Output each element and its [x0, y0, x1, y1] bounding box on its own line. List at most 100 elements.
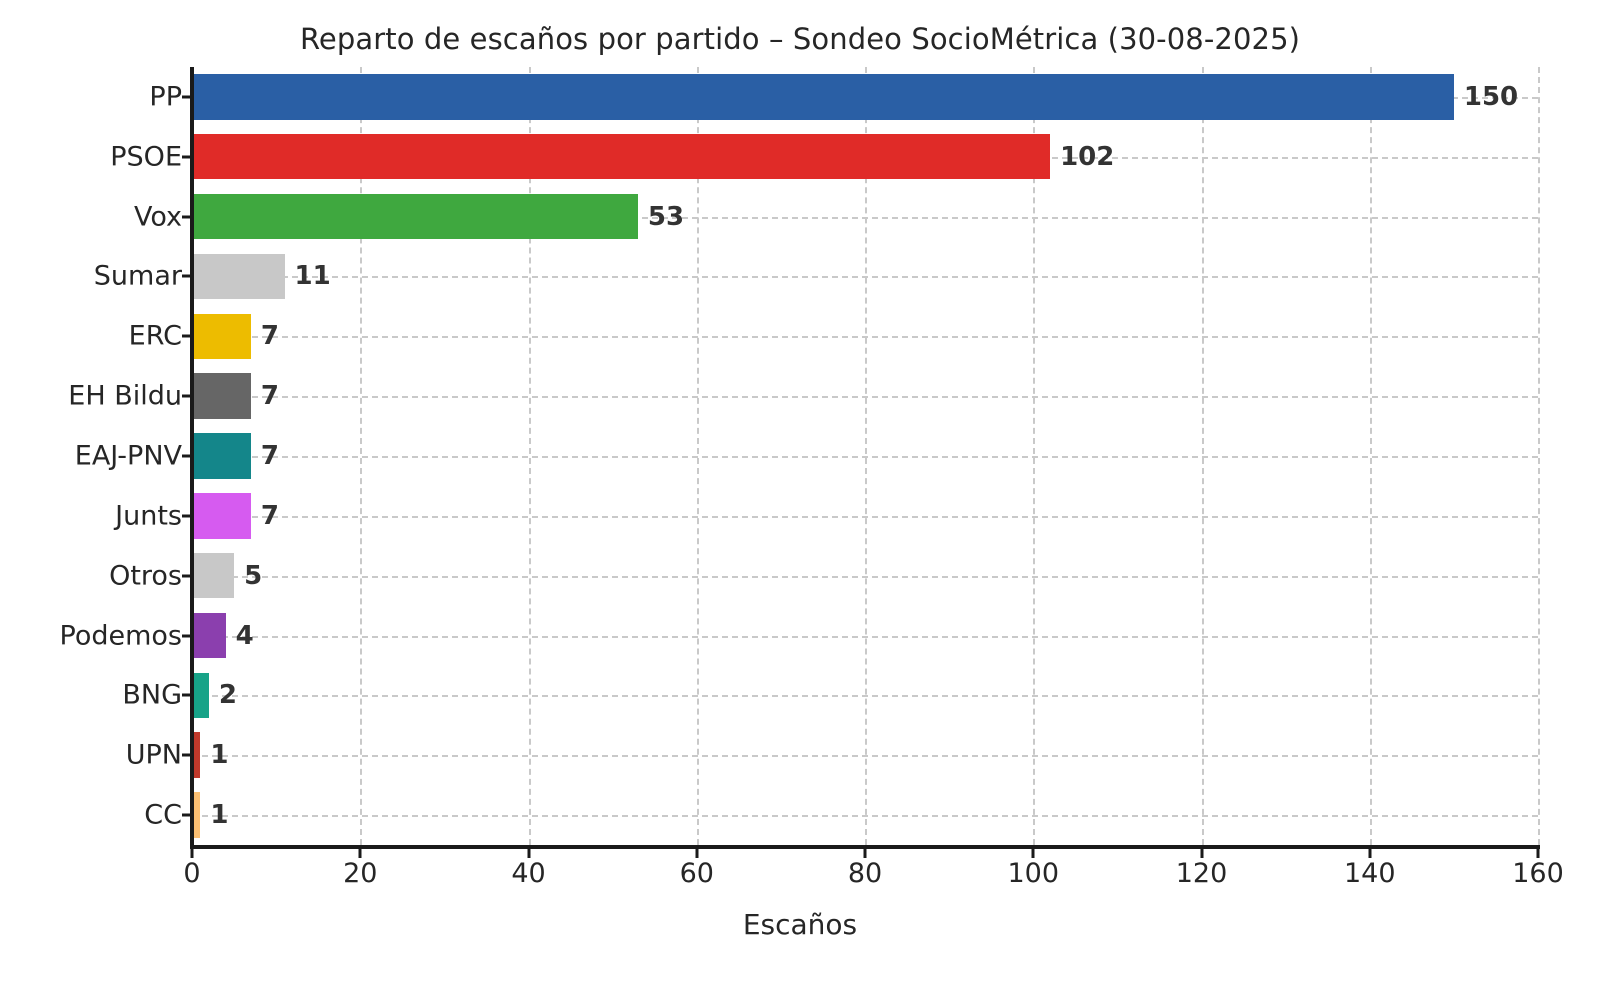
bar-eaj-pnv[interactable] — [192, 433, 251, 479]
x-tick-mark — [190, 849, 194, 858]
x-axis-label: Escaños — [742, 908, 858, 941]
y-tick-label-eaj-pnv: EAJ-PNV — [74, 440, 182, 472]
y-tick-label-cc: CC — [144, 799, 182, 831]
bar-row: 102 — [192, 134, 1538, 180]
y-tick-mark — [182, 514, 191, 518]
y-tick-label-podemos: Podemos — [59, 620, 182, 652]
bar-sumar[interactable] — [192, 253, 285, 300]
x-tick-label-20: 20 — [343, 858, 378, 889]
y-tick-label-upn: UPN — [125, 739, 182, 771]
bar-vox[interactable] — [192, 193, 638, 240]
y-tick-mark — [182, 155, 191, 159]
y-tick-label-sumar: Sumar — [93, 260, 182, 292]
gridline-vertical — [1538, 67, 1540, 845]
plot-area: 150 102 53 11 7 7 7 7 5 4 2 1 1 — [192, 67, 1540, 845]
x-tick-label-0: 0 — [183, 858, 201, 889]
y-tick-label-erc: ERC — [128, 320, 182, 352]
gridline-horizontal — [192, 635, 1538, 638]
x-tick-mark — [695, 849, 699, 858]
y-tick-label-otros: Otros — [109, 560, 182, 592]
x-tick-label-80: 80 — [847, 858, 883, 889]
bar-bng[interactable] — [192, 672, 209, 719]
x-tick-label-140: 140 — [1343, 858, 1396, 889]
bar-value-label: 7 — [260, 500, 279, 531]
gridline-horizontal — [192, 755, 1538, 758]
x-axis-spine — [190, 845, 1540, 849]
gridline-horizontal — [192, 815, 1538, 818]
y-tick-mark — [182, 215, 191, 219]
bar-value-label: 150 — [1463, 81, 1519, 112]
x-tick-label-100: 100 — [1007, 858, 1060, 889]
bar-value-label: 5 — [244, 560, 263, 591]
y-tick-mark — [182, 813, 191, 817]
gridline-horizontal — [192, 336, 1538, 339]
bar-podemos[interactable] — [192, 612, 226, 659]
bar-row: 1 — [192, 792, 1538, 838]
bar-row: 11 — [192, 253, 1538, 300]
x-tick-label-160: 160 — [1512, 858, 1564, 889]
bar-value-label: 11 — [294, 261, 331, 292]
bar-row: 7 — [192, 493, 1538, 539]
bar-row: 53 — [192, 193, 1538, 240]
gridline-horizontal — [192, 515, 1538, 518]
x-tick-mark — [1536, 849, 1540, 858]
bar-eh-bildu[interactable] — [192, 373, 251, 419]
y-tick-label-eh-bildu: EH Bildu — [68, 380, 182, 412]
y-tick-label-pp: PP — [149, 81, 182, 113]
bar-row: 150 — [192, 74, 1538, 120]
bar-erc[interactable] — [192, 313, 251, 360]
bar-value-label: 7 — [260, 381, 279, 412]
bar-upn[interactable] — [192, 732, 201, 778]
y-tick-label-vox: Vox — [133, 201, 182, 233]
bar-row: 5 — [192, 552, 1538, 599]
bar-psoe[interactable] — [192, 134, 1051, 180]
x-tick-mark — [527, 849, 530, 858]
y-tick-label-bng: BNG — [122, 679, 182, 711]
x-tick-mark — [1200, 849, 1203, 858]
gridline-horizontal — [192, 276, 1538, 279]
bar-value-label: 1 — [210, 740, 229, 771]
bar-cc[interactable] — [192, 792, 201, 838]
bar-row: 7 — [192, 313, 1538, 360]
y-tick-label-junts: Junts — [115, 500, 182, 532]
bar-value-label: 2 — [218, 680, 237, 711]
x-tick-mark — [1031, 849, 1035, 858]
bar-value-label: 7 — [260, 321, 279, 352]
bar-value-label: 4 — [235, 620, 254, 651]
y-tick-mark — [182, 334, 191, 338]
gridline-horizontal — [192, 575, 1538, 578]
gridline-horizontal — [192, 396, 1538, 399]
y-tick-mark — [182, 753, 191, 757]
bar-row: 2 — [192, 672, 1538, 719]
bar-row: 7 — [192, 433, 1538, 479]
x-tick-label-120: 120 — [1175, 858, 1228, 889]
y-tick-mark — [182, 95, 191, 99]
gridline-horizontal — [192, 216, 1538, 219]
bar-value-label: 7 — [260, 440, 279, 471]
bar-row: 7 — [192, 373, 1538, 419]
y-axis-spine — [190, 67, 194, 846]
y-tick-mark — [182, 693, 191, 697]
x-tick-mark — [1368, 849, 1372, 858]
x-tick-mark — [358, 849, 362, 858]
bar-value-label: 1 — [210, 800, 229, 831]
y-tick-mark — [182, 454, 191, 458]
bar-row: 4 — [192, 612, 1538, 659]
y-tick-mark — [182, 394, 191, 398]
y-tick-mark — [182, 574, 191, 578]
bar-junts[interactable] — [192, 493, 251, 539]
x-tick-label-60: 60 — [679, 858, 714, 889]
x-tick-label-40: 40 — [511, 858, 546, 889]
y-tick-mark — [182, 274, 191, 278]
y-tick-label-psoe: PSOE — [110, 141, 182, 173]
y-tick-mark — [182, 634, 191, 638]
x-tick-mark — [863, 849, 867, 858]
bar-otros[interactable] — [192, 552, 235, 599]
gridline-horizontal — [192, 695, 1538, 698]
bar-row: 1 — [192, 732, 1538, 778]
bar-pp[interactable] — [192, 74, 1454, 120]
gridline-horizontal — [192, 456, 1538, 458]
chart-title: Reparto de escaños por partido – Sondeo … — [299, 22, 1301, 56]
bar-value-label: 102 — [1060, 141, 1115, 172]
